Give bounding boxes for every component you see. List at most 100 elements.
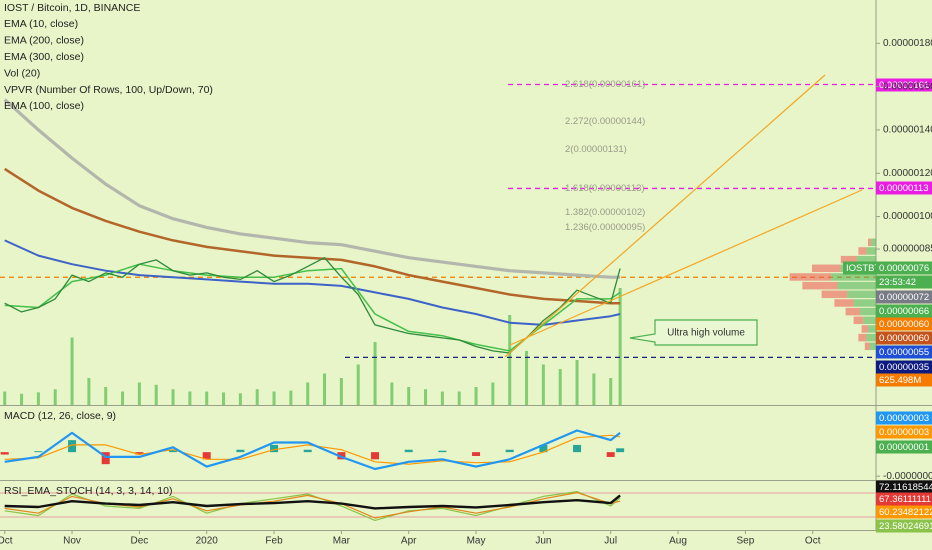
x-tick-label: Aug bbox=[669, 536, 687, 547]
price-badge-label: 0.00000035 bbox=[879, 362, 929, 373]
histogram-bar bbox=[606, 452, 615, 457]
volume-bar bbox=[171, 389, 175, 405]
series-line bbox=[4, 167, 621, 305]
annotation: Ultra high volume bbox=[667, 328, 745, 339]
x-tick-label: Jun bbox=[535, 536, 551, 547]
legend-entry: VPVR (Number Of Rows, 100, Up/Down, 70) bbox=[4, 84, 213, 96]
price-badge-label: 0.00000072 bbox=[879, 292, 929, 303]
volume-bar bbox=[53, 389, 57, 405]
price-badge-label: 0.00000060 bbox=[879, 319, 929, 330]
x-tick-label: Apr bbox=[401, 536, 417, 547]
fib-level-label: 1.618(0.00000113) bbox=[565, 183, 645, 194]
volume-bar bbox=[541, 364, 545, 405]
histogram-bar bbox=[202, 452, 211, 460]
price-badge bbox=[876, 360, 932, 374]
histogram-bar bbox=[616, 448, 625, 453]
price-badge-label: 0.00000003 bbox=[879, 427, 929, 438]
legend-entry: IOST / Bitcoin, 1D, BINANCE bbox=[4, 2, 140, 14]
profile-up bbox=[866, 333, 876, 342]
fib-level-label: 2.618(0.00000161) bbox=[565, 79, 645, 90]
volume-bar bbox=[491, 382, 495, 405]
profile-up bbox=[863, 316, 876, 325]
histogram-bar bbox=[169, 449, 178, 453]
profile-up bbox=[860, 307, 876, 316]
profile-up bbox=[871, 238, 876, 247]
volume-bar bbox=[238, 393, 242, 405]
price-badge bbox=[876, 492, 932, 506]
volume-bar bbox=[440, 391, 444, 405]
volume-bar bbox=[272, 391, 276, 405]
volume-bar bbox=[87, 378, 91, 405]
y-tick-label: 0.00000085 bbox=[883, 244, 932, 255]
fib-level-label: 1.382(0.00000102) bbox=[565, 207, 645, 218]
profile-down bbox=[861, 325, 868, 333]
histogram-bar bbox=[68, 440, 77, 453]
profile-down bbox=[834, 299, 854, 307]
volume-bar bbox=[575, 360, 579, 405]
x-tick-label: Oct bbox=[805, 536, 821, 547]
profile-down bbox=[858, 333, 867, 342]
volume-bar bbox=[390, 382, 394, 405]
x-tick-label: Feb bbox=[265, 536, 283, 547]
volume-bar bbox=[474, 387, 478, 405]
main-pane: 2.618(0.00000161) 2.272(0.00000144) 2(0.00… bbox=[0, 79, 876, 405]
volume-bar bbox=[36, 392, 40, 405]
price-badge-label: 0.00000003 bbox=[879, 413, 929, 424]
price-badge-label: IOSTBTC bbox=[846, 263, 887, 274]
price-badge-label: 72.11618544 bbox=[879, 482, 932, 493]
price-badge-label: 0.00000076 bbox=[879, 263, 929, 274]
price-badge bbox=[876, 181, 932, 195]
volume-bar bbox=[205, 391, 209, 405]
profile-down bbox=[864, 342, 870, 351]
series-line bbox=[3, 98, 621, 279]
histogram-bar bbox=[505, 449, 514, 453]
callout-box bbox=[629, 319, 758, 346]
volume-bar bbox=[255, 389, 259, 405]
price-badge-label: 67.36111111 bbox=[879, 494, 931, 505]
legend-entry: Vol (20) bbox=[4, 67, 40, 79]
histogram-bar bbox=[303, 449, 312, 453]
volume-bar bbox=[373, 342, 377, 405]
profile-up bbox=[853, 299, 876, 307]
profile-down bbox=[802, 281, 838, 290]
x-tick-label: Oct bbox=[0, 536, 13, 547]
price-badge bbox=[876, 317, 932, 331]
price-badge-label: 0.00000113 bbox=[879, 183, 929, 194]
profile-down bbox=[789, 273, 832, 281]
price-badge bbox=[876, 480, 932, 494]
x-tick-label: May bbox=[467, 536, 486, 547]
series-line bbox=[4, 494, 621, 510]
y-tick-label: -0.00000005 bbox=[883, 471, 932, 482]
price-badge bbox=[876, 304, 932, 318]
price-badge-label: 0.00000060 bbox=[879, 333, 929, 344]
price-badge bbox=[876, 411, 932, 425]
price-badge bbox=[876, 373, 932, 387]
rsi-pane bbox=[4, 491, 621, 521]
price-badge bbox=[876, 275, 932, 289]
profile-down bbox=[868, 238, 872, 247]
histogram-bar bbox=[270, 444, 279, 453]
price-badge-label: 625.498M bbox=[879, 375, 921, 386]
overlay: IOST / Bitcoin, 1D, BINANCE EMA (10, clos… bbox=[4, 2, 932, 533]
y-tick-label: 0.00000180 bbox=[883, 38, 932, 49]
x-tick-label: Sep bbox=[736, 536, 754, 547]
fib-level-label: 2.272(0.00000144) bbox=[565, 116, 645, 127]
macd-pane bbox=[0, 429, 625, 471]
price-badge-label: 60.23482122 bbox=[879, 507, 932, 518]
price-badge bbox=[876, 78, 932, 92]
y-tick-label: 0.00000120 bbox=[883, 168, 932, 179]
trend-lines bbox=[504, 74, 863, 358]
histogram-bar bbox=[472, 452, 481, 456]
volume-bar bbox=[356, 364, 360, 405]
volume-bar bbox=[20, 393, 24, 405]
volume-bar bbox=[609, 378, 613, 405]
x-tick-label: Nov bbox=[63, 536, 81, 547]
volume-bar bbox=[289, 390, 293, 405]
histogram-bar bbox=[539, 444, 548, 453]
histogram-bar bbox=[573, 444, 582, 453]
pane-title: RSI_EMA_STOCH (14, 3, 3, 14, 10) bbox=[4, 485, 172, 497]
profile-down bbox=[845, 307, 860, 316]
profile-down bbox=[858, 247, 867, 255]
fib-level-label: 2(0.00000131) bbox=[565, 144, 627, 155]
